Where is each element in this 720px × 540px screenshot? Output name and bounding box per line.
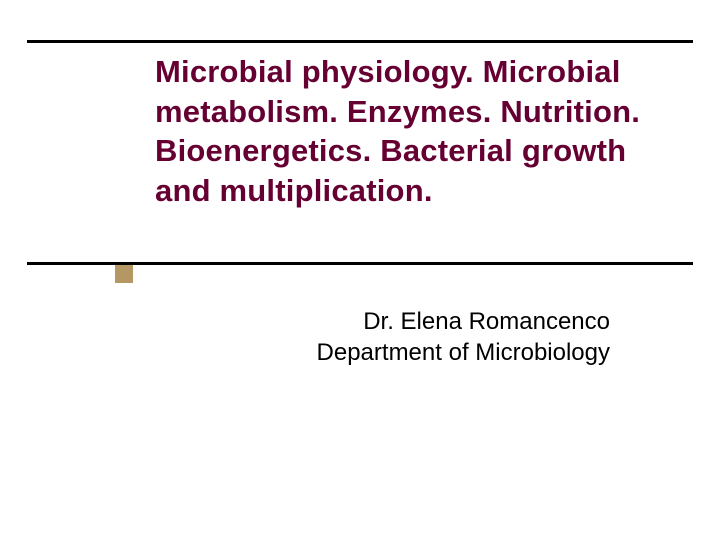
slide-title: Microbial physiology. Microbial metaboli… (155, 52, 665, 211)
top-horizontal-rule (27, 40, 693, 43)
author-department: Department of Microbiology (155, 337, 610, 368)
accent-square (115, 265, 133, 283)
author-name: Dr. Elena Romancenco (155, 306, 610, 337)
author-block: Dr. Elena Romancenco Department of Micro… (155, 306, 610, 368)
